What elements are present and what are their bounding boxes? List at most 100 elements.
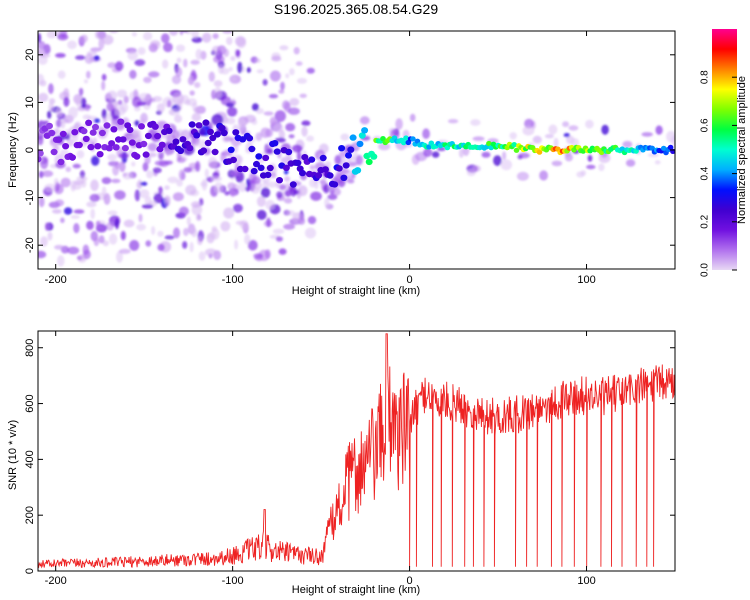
heatmap-cell [299, 93, 307, 99]
heatmap-cell [587, 154, 593, 162]
heatmap-cell [288, 134, 295, 139]
heatmap-cell [625, 159, 636, 167]
heatmap-cell [287, 107, 300, 115]
heatmap-cell [146, 170, 154, 179]
heatmap-ridge-cell [400, 140, 407, 146]
heatmap-cell [114, 105, 126, 116]
heatmap-ridge-cell [361, 127, 369, 134]
heatmap-cell [256, 196, 266, 207]
heatmap-ridge-cell [209, 134, 217, 142]
heatmap-cell [55, 53, 66, 58]
heatmap-cell [224, 191, 230, 196]
heatmap-cell [182, 241, 188, 249]
heatmap-cell [53, 183, 64, 195]
heatmap-ridge-cell [370, 153, 378, 160]
heatmap-cell [274, 110, 286, 122]
heatmap-ridge-cell [48, 129, 56, 137]
heatmap-cell [235, 49, 241, 57]
heatmap-ridge-cell [349, 134, 357, 141]
x-tick-label: -100 [222, 274, 244, 286]
heatmap-cell [158, 186, 163, 195]
heatmap-ridge-cell [486, 140, 492, 147]
y-tick-label: 0 [24, 568, 36, 574]
heatmap-cell [153, 193, 163, 204]
heatmap-cell [309, 178, 317, 188]
heatmap-cell [226, 102, 235, 108]
heatmap-ridge-cell [117, 118, 125, 125]
heatmap-ridge-cell [195, 122, 203, 129]
heatmap-cell [211, 18, 216, 29]
heatmap-cell [272, 228, 285, 234]
heatmap-cell [279, 184, 286, 191]
heatmap-cell [72, 163, 81, 169]
heatmap-ridge-cell [262, 154, 270, 162]
heatmap-ridge-cell [365, 158, 373, 166]
heatmap-cell [177, 99, 183, 111]
snr-x-axis-label: Height of straight line (km) [292, 584, 420, 596]
heatmap-cell [76, 150, 85, 159]
heatmap-cell [251, 187, 261, 194]
heatmap-cell [164, 160, 173, 165]
heatmap-cell [105, 222, 114, 231]
heatmap-cell [204, 168, 209, 178]
heatmap-cell [222, 31, 233, 34]
heatmap-cell [119, 161, 126, 173]
heatmap-ridge-cell [38, 156, 42, 163]
heatmap-ridge-cell [138, 123, 145, 130]
heatmap-cell [164, 185, 170, 190]
heatmap-cell [255, 58, 261, 63]
heatmap-ridge-cell [108, 140, 116, 147]
heatmap-x-axis-label: Height of straight line (km) [292, 285, 420, 297]
heatmap-cell [432, 151, 440, 158]
heatmap-cell [227, 182, 236, 191]
heatmap-cell [63, 88, 70, 98]
heatmap-cell [52, 209, 62, 214]
heatmap-cell [57, 70, 66, 79]
heatmap-cell [195, 214, 202, 222]
heatmap-cell [101, 177, 112, 185]
heatmap-ridge-cell [69, 154, 76, 161]
heatmap-cell [138, 92, 151, 102]
heatmap-cell [516, 171, 529, 181]
heatmap-ridge-cell [315, 172, 323, 179]
heatmap-cell [156, 103, 165, 113]
heatmap-ridge-cell [354, 167, 362, 174]
heatmap-cell [142, 32, 153, 41]
heatmap-cell [292, 212, 304, 224]
heatmap-cell [187, 76, 195, 86]
heatmap-cell [157, 243, 165, 251]
x-tick-label: -100 [222, 575, 244, 587]
heatmap-cell [65, 166, 72, 172]
heatmap-ridge-cell [340, 174, 348, 181]
heatmap-ridge-cell [103, 122, 111, 129]
heatmap-ridge-cell [426, 144, 432, 150]
heatmap-cell [466, 169, 476, 177]
heatmap-cell [289, 68, 295, 76]
heatmap-cell [256, 69, 264, 74]
heatmap-ridge-cell [142, 151, 150, 158]
heatmap-cell [213, 55, 225, 64]
heatmap-cell [151, 226, 156, 235]
heatmap-cell [198, 128, 206, 136]
heatmap-cell [268, 94, 279, 99]
heatmap-cell [101, 80, 106, 91]
heatmap-cell [195, 160, 201, 172]
heatmap-ridge-cell [319, 154, 327, 162]
heatmap-cell [183, 167, 193, 173]
heatmap-cell [310, 191, 322, 201]
heatmap-cell [222, 114, 227, 120]
heatmap-cell [172, 192, 184, 202]
heatmap-cell [38, 92, 49, 102]
colorbar-ticks: 0.0 0.2 0.4 0.6 0.8 [700, 70, 737, 277]
heatmap-cell [598, 153, 611, 164]
heatmap-cell [647, 153, 660, 158]
heatmap-cell [285, 123, 296, 132]
heatmap-cell [282, 100, 290, 110]
heatmap-ridge-cell [50, 148, 58, 156]
heatmap-cell [213, 80, 223, 87]
heatmap-cell [94, 118, 100, 124]
heatmap-cell [641, 132, 653, 137]
heatmap-cell [253, 253, 264, 259]
heatmap-cell [44, 222, 50, 232]
colorbar-label: Normalized spectral amplitude [736, 76, 748, 224]
